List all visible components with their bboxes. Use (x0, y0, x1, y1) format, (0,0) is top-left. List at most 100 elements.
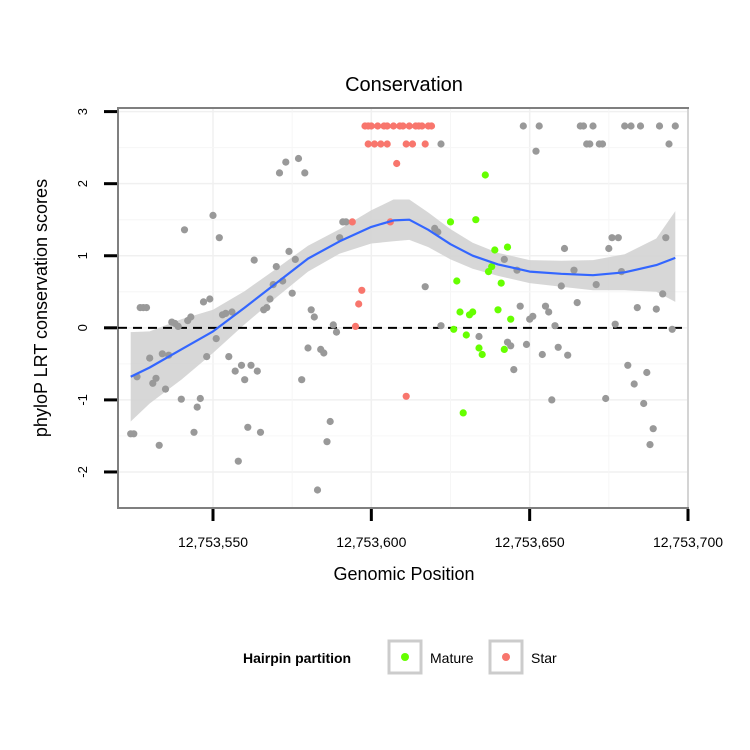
point-other-127 (668, 325, 676, 333)
point-other-32 (228, 308, 236, 316)
point-other-80 (516, 302, 524, 310)
point-mature-19 (507, 315, 515, 323)
point-other-92 (554, 343, 562, 351)
point-other-50 (285, 247, 293, 255)
point-other-96 (570, 266, 578, 274)
point-other-90 (548, 396, 556, 404)
point-other-75 (500, 255, 508, 263)
point-other-121 (649, 425, 657, 433)
point-mature-17 (500, 345, 508, 353)
plot-panel (117, 107, 689, 509)
point-star-28 (427, 122, 436, 130)
point-other-108 (608, 234, 616, 242)
point-other-19 (187, 313, 195, 321)
legend: Hairpin partition Mature Star (243, 639, 557, 675)
point-other-37 (244, 423, 252, 431)
point-mature-11 (481, 171, 489, 179)
point-other-26 (209, 211, 217, 219)
y-tick-label-2: 0 (75, 324, 90, 331)
point-other-59 (313, 486, 322, 494)
legend-label-mature: Mature (430, 650, 474, 666)
point-other-23 (199, 298, 208, 306)
point-other-56 (304, 344, 312, 352)
legend-key-mature (401, 653, 409, 661)
point-star-26 (421, 140, 429, 148)
point-other-84 (529, 312, 537, 320)
point-other-126 (665, 140, 673, 148)
point-other-109 (611, 320, 619, 328)
legend-label-star: Star (531, 650, 557, 666)
point-other-40 (253, 367, 261, 375)
point-star-8 (370, 140, 379, 148)
point-other-118 (640, 399, 648, 408)
point-other-122 (652, 305, 660, 313)
point-mature-10 (478, 350, 486, 359)
point-mature-8 (472, 216, 480, 224)
point-other-11 (161, 385, 170, 393)
point-star-6 (364, 140, 372, 148)
point-other-124 (659, 290, 667, 298)
point-other-34 (234, 457, 242, 465)
x-tick-label-0: 12,753,550 (178, 534, 248, 550)
point-other-97 (573, 299, 581, 307)
y-tick-label-1: -1 (75, 394, 90, 406)
point-mature-13 (488, 263, 496, 271)
smooth-curve (130, 218, 676, 378)
point-other-30 (222, 309, 230, 317)
point-mature-15 (494, 306, 502, 314)
point-other-82 (522, 340, 531, 348)
point-other-38 (247, 361, 255, 369)
point-other-33 (231, 367, 239, 375)
point-mature-5 (462, 331, 470, 339)
point-star-12 (383, 122, 391, 130)
point-other-125 (662, 234, 670, 242)
axes: 12,753,550 12,753,600 12,753,650 12,753,700… (75, 108, 723, 550)
point-other-113 (624, 361, 632, 369)
point-other-41 (256, 428, 265, 436)
point-star-25 (418, 122, 426, 130)
point-other-110 (614, 234, 622, 242)
y-tick-label-5: 3 (75, 108, 90, 115)
point-star-16 (393, 159, 401, 168)
point-other-85 (532, 147, 540, 155)
point-other-44 (266, 295, 274, 303)
x-tick-label-3: 12,753,700 (653, 534, 723, 550)
point-star-2 (355, 300, 363, 308)
point-other-95 (564, 351, 572, 359)
point-other-57 (307, 306, 315, 314)
point-other-91 (551, 322, 559, 330)
point-other-43 (263, 304, 271, 312)
point-star-20 (402, 140, 410, 148)
y-axis-label: phyloP LRT conservation scores (31, 179, 51, 437)
point-star-21 (405, 122, 413, 130)
point-mature-16 (497, 279, 505, 287)
point-other-102 (589, 122, 597, 130)
point-other-89 (545, 308, 553, 316)
point-other-21 (193, 403, 201, 411)
point-other-123 (655, 122, 664, 130)
point-other-47 (275, 169, 284, 177)
smooth-line (130, 218, 676, 378)
point-star-1 (351, 322, 360, 330)
point-other-119 (643, 368, 651, 377)
point-other-22 (196, 394, 204, 403)
point-star-9 (374, 122, 382, 130)
point-star-15 (389, 122, 398, 130)
point-other-55 (301, 169, 309, 177)
point-other-63 (326, 417, 334, 426)
point-other-116 (633, 304, 641, 312)
point-other-70 (421, 283, 429, 291)
point-other-77 (507, 342, 515, 350)
point-other-53 (294, 154, 303, 163)
point-other-128 (671, 122, 679, 130)
point-other-36 (241, 376, 249, 384)
point-other-112 (621, 122, 629, 130)
point-other-8 (152, 374, 160, 382)
legend-title: Hairpin partition (243, 650, 351, 666)
x-tick-label-2: 12,753,650 (495, 534, 565, 550)
y-tick-label-4: 2 (75, 180, 90, 187)
point-other-120 (646, 441, 654, 449)
point-other-68 (342, 218, 350, 226)
point-other-61 (320, 349, 328, 357)
point-mature-4 (459, 409, 467, 417)
